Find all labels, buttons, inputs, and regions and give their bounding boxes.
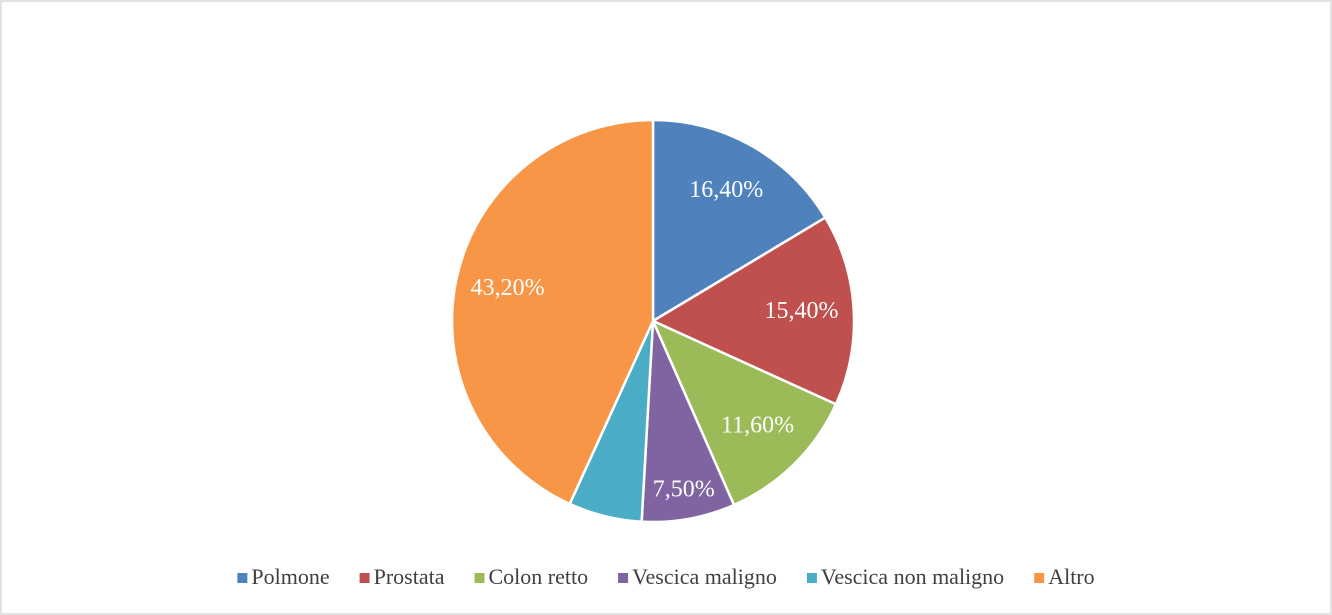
legend-label: Prostata bbox=[374, 564, 445, 589]
legend-swatch bbox=[359, 573, 370, 583]
legend-swatch bbox=[237, 573, 248, 583]
legend-label: Vescica maligno bbox=[632, 564, 777, 589]
legend-label: Vescica non maligno bbox=[821, 564, 1004, 589]
data-label: 11,60% bbox=[721, 412, 794, 438]
data-label: 7,50% bbox=[653, 477, 715, 503]
pie-slice bbox=[640, 320, 736, 524]
data-label: 43,20% bbox=[471, 275, 545, 301]
legend-label: Altro bbox=[1048, 564, 1094, 589]
legend-swatch bbox=[1034, 573, 1045, 583]
legend-swatch bbox=[618, 573, 629, 583]
data-label: 16,40% bbox=[689, 177, 763, 203]
data-label: 15,40% bbox=[765, 298, 839, 324]
legend-swatch bbox=[474, 573, 485, 583]
legend-swatch bbox=[806, 573, 817, 583]
pie-slice bbox=[650, 215, 856, 406]
pie-slice bbox=[650, 318, 838, 507]
pie-slice bbox=[450, 118, 655, 506]
pie-slice bbox=[651, 118, 828, 324]
legend-label: Colon retto bbox=[488, 564, 588, 589]
legend-label: Polmone bbox=[251, 564, 329, 589]
